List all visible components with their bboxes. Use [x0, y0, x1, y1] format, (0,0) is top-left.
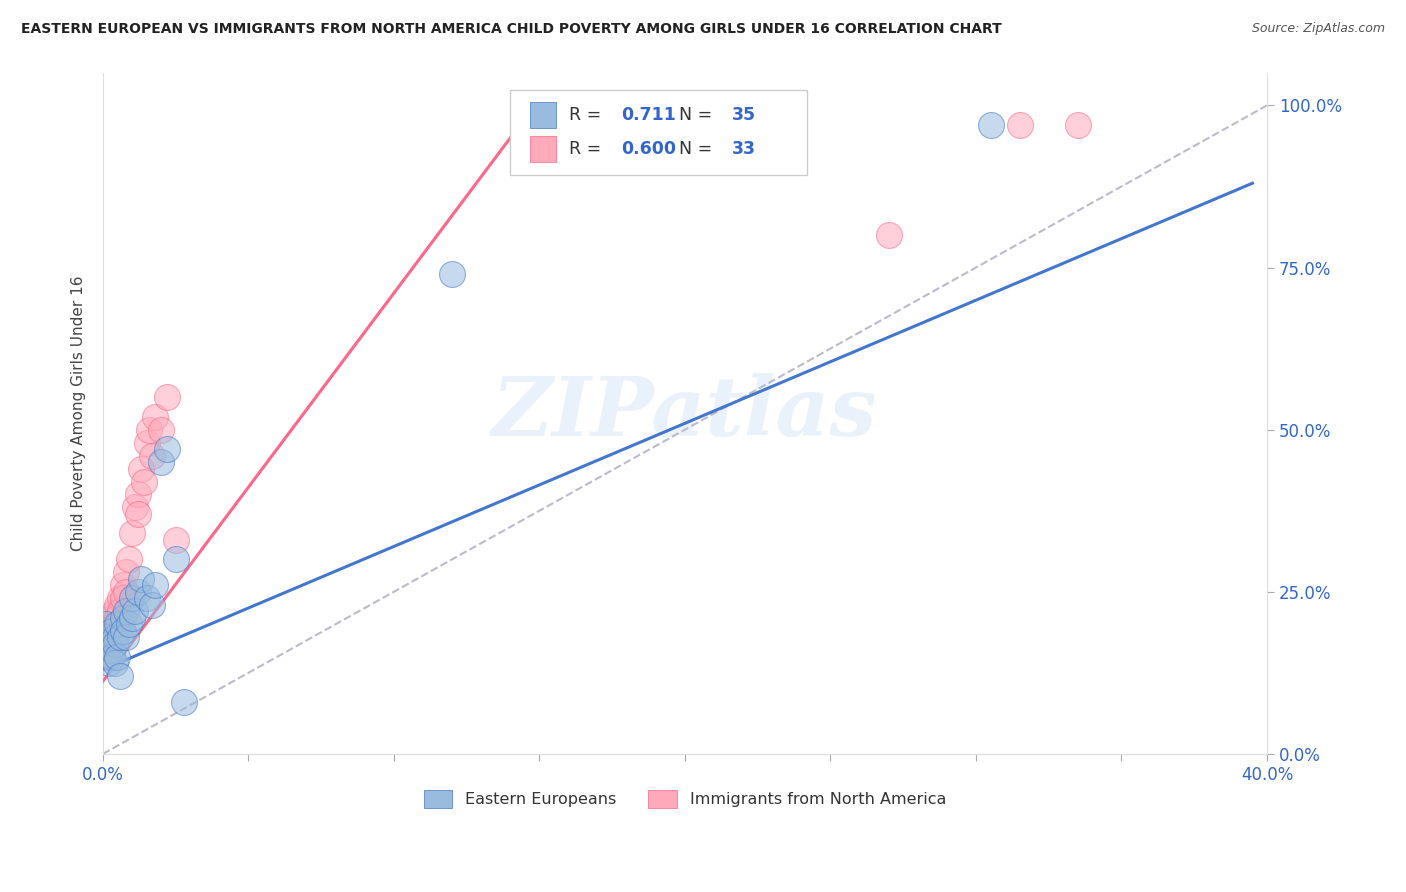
- Point: [143, 409, 166, 424]
- Text: 35: 35: [731, 106, 755, 124]
- Point: [97, 643, 120, 657]
- Point: [118, 617, 141, 632]
- Point: [165, 552, 187, 566]
- Point: [97, 649, 120, 664]
- Point: [100, 624, 122, 638]
- Bar: [530, 136, 555, 162]
- Point: [100, 643, 122, 657]
- Point: [1008, 118, 1031, 132]
- Point: [94, 624, 117, 638]
- Point: [127, 584, 149, 599]
- Point: [112, 624, 135, 638]
- Point: [110, 604, 132, 618]
- Point: [135, 435, 157, 450]
- Text: 0.600: 0.600: [621, 140, 676, 158]
- Point: [121, 591, 143, 606]
- Point: [156, 390, 179, 404]
- Point: [112, 591, 135, 606]
- Point: [156, 442, 179, 456]
- Point: [127, 507, 149, 521]
- Point: [127, 487, 149, 501]
- Point: [141, 449, 163, 463]
- Point: [115, 584, 138, 599]
- Point: [107, 610, 129, 624]
- Text: R =: R =: [568, 140, 606, 158]
- Text: EASTERN EUROPEAN VS IMMIGRANTS FROM NORTH AMERICA CHILD POVERTY AMONG GIRLS UNDE: EASTERN EUROPEAN VS IMMIGRANTS FROM NORT…: [21, 22, 1002, 37]
- Point: [103, 630, 125, 644]
- Point: [124, 500, 146, 515]
- FancyBboxPatch shape: [510, 90, 807, 175]
- Point: [877, 228, 900, 243]
- Point: [115, 604, 138, 618]
- Point: [97, 630, 120, 644]
- Point: [121, 526, 143, 541]
- Point: [1067, 118, 1090, 132]
- Point: [115, 566, 138, 580]
- Point: [115, 630, 138, 644]
- Point: [103, 617, 125, 632]
- Point: [94, 643, 117, 657]
- Point: [94, 617, 117, 632]
- Y-axis label: Child Poverty Among Girls Under 16: Child Poverty Among Girls Under 16: [72, 276, 86, 551]
- Point: [107, 598, 129, 612]
- Text: R =: R =: [568, 106, 606, 124]
- Point: [103, 656, 125, 670]
- Point: [138, 423, 160, 437]
- Point: [129, 461, 152, 475]
- Point: [97, 637, 120, 651]
- Legend: Eastern Europeans, Immigrants from North America: Eastern Europeans, Immigrants from North…: [418, 784, 953, 814]
- Point: [150, 455, 173, 469]
- Text: Source: ZipAtlas.com: Source: ZipAtlas.com: [1251, 22, 1385, 36]
- Point: [143, 578, 166, 592]
- Point: [132, 475, 155, 489]
- Point: [100, 610, 122, 624]
- Point: [112, 578, 135, 592]
- Point: [441, 267, 464, 281]
- Point: [141, 598, 163, 612]
- Text: N =: N =: [679, 140, 718, 158]
- Point: [103, 637, 125, 651]
- Point: [165, 533, 187, 547]
- Point: [118, 552, 141, 566]
- Point: [110, 669, 132, 683]
- Point: [124, 604, 146, 618]
- Point: [110, 591, 132, 606]
- Point: [173, 695, 195, 709]
- Point: [107, 617, 129, 632]
- Point: [100, 649, 122, 664]
- Point: [979, 118, 1001, 132]
- Point: [150, 423, 173, 437]
- Point: [97, 656, 120, 670]
- Text: 33: 33: [731, 140, 755, 158]
- Bar: [530, 103, 555, 128]
- Point: [94, 630, 117, 644]
- Point: [135, 591, 157, 606]
- Point: [107, 649, 129, 664]
- Point: [110, 630, 132, 644]
- Text: ZIPatlas: ZIPatlas: [492, 374, 877, 453]
- Point: [112, 610, 135, 624]
- Text: N =: N =: [679, 106, 718, 124]
- Text: 0.711: 0.711: [621, 106, 676, 124]
- Point: [121, 610, 143, 624]
- Point: [94, 637, 117, 651]
- Point: [129, 572, 152, 586]
- Point: [100, 624, 122, 638]
- Point: [103, 604, 125, 618]
